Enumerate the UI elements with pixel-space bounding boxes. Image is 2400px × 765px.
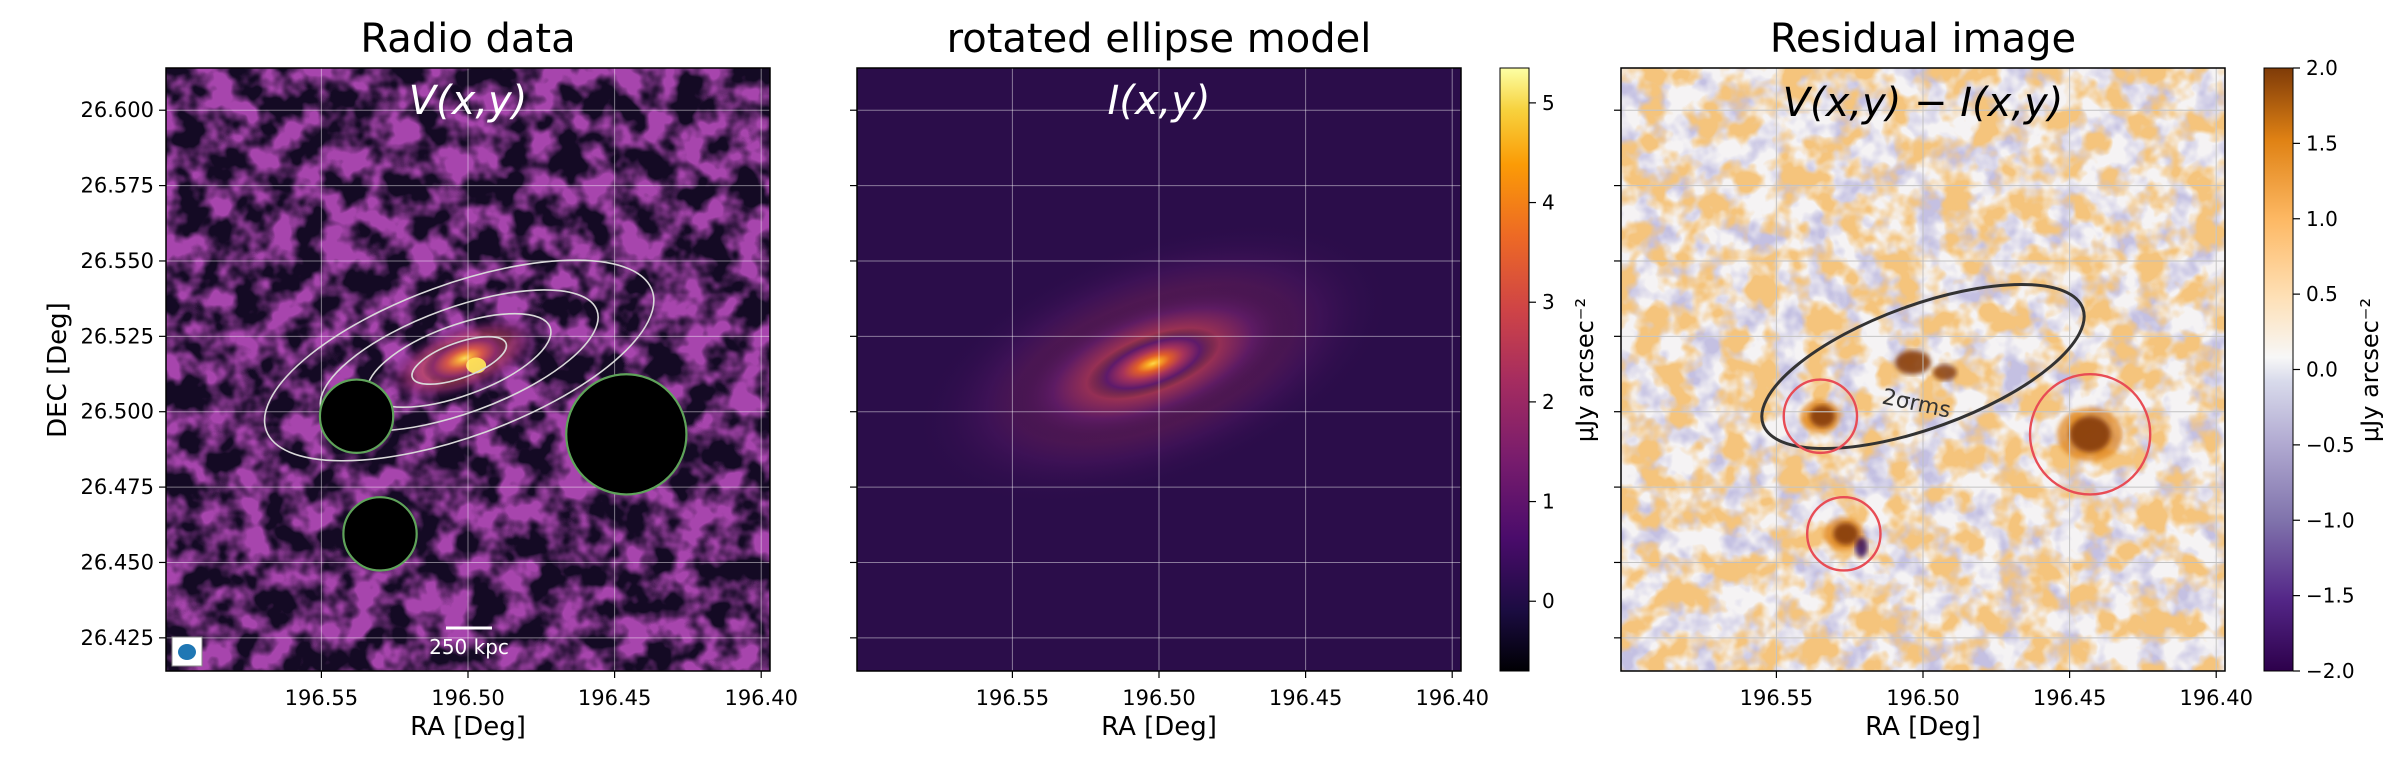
x-tick-label: 196.40 bbox=[724, 686, 797, 710]
y-axis: 26.425 26.450 26.475 26.500 26.525 26.550 26.5… bbox=[81, 98, 166, 650]
panel-annotation: V(x,y) − I(x,y) bbox=[1783, 80, 2064, 126]
residual-negative bbox=[1855, 537, 1868, 558]
model-panel: rotated ellipse model I(x,y) 196.55 196.5… bbox=[850, 16, 1599, 742]
x-tick-label: 196.45 bbox=[578, 686, 651, 710]
panel-annotation: V(x,y) bbox=[409, 78, 528, 124]
contour-ellipse bbox=[1760, 282, 2086, 451]
mask-circle bbox=[318, 378, 395, 454]
x-tick-label: 196.40 bbox=[1415, 686, 1488, 710]
colorbar-tick-label: 0.5 bbox=[2306, 282, 2338, 306]
residual-core bbox=[1833, 522, 1859, 545]
x-tick-label: 196.55 bbox=[976, 686, 1049, 710]
grid bbox=[1621, 68, 2225, 671]
source-peak bbox=[466, 357, 487, 374]
colorbar-tick-label: 2.0 bbox=[2306, 56, 2338, 80]
colorbar-ticks: 0 1 2 3 4 5 bbox=[1529, 91, 1555, 613]
colorbar-tick-label: 3 bbox=[1542, 290, 1555, 314]
y-tick-label: 26.450 bbox=[81, 550, 154, 574]
y-tick-label: 26.575 bbox=[81, 174, 154, 198]
x-axis-label: RA [Deg] bbox=[1101, 712, 1217, 742]
y-tick-label: 26.425 bbox=[81, 626, 154, 650]
colorbar-tick-label: −1.5 bbox=[2306, 584, 2355, 608]
residual-circle bbox=[2028, 373, 2152, 496]
residual-circle bbox=[1805, 495, 1882, 572]
colorbar-tick-label: −2.0 bbox=[2306, 659, 2355, 683]
x-tick-label: 196.40 bbox=[2179, 686, 2252, 710]
colorbar-tick-label: 4 bbox=[1542, 191, 1555, 215]
residual-core bbox=[2069, 416, 2111, 453]
panel-annotation-text: V(x,y) bbox=[409, 78, 528, 124]
x-tick-label: 196.55 bbox=[1740, 686, 1813, 710]
x-tick-label: 196.50 bbox=[431, 686, 504, 710]
panel-title: rotated ellipse model bbox=[947, 16, 1372, 62]
y-tick-label: 26.525 bbox=[81, 324, 154, 348]
colorbar-tick-label: 2 bbox=[1542, 390, 1555, 414]
colorbar-ticks: −2.0 −1.5 −1.0 −0.5 0.0 0.5 1.0 1.5 2.0 bbox=[2293, 56, 2355, 683]
y-axis-ticks bbox=[1614, 109, 1621, 639]
y-tick-label: 26.475 bbox=[81, 475, 154, 499]
panel-annotation: I(x,y) bbox=[1107, 78, 1210, 124]
colorbar bbox=[1499, 67, 1530, 672]
model-core bbox=[1086, 327, 1220, 400]
x-tick-label: 196.45 bbox=[2033, 686, 2106, 710]
contour-ellipse bbox=[411, 335, 508, 386]
x-axis-label: RA [Deg] bbox=[1865, 712, 1981, 742]
residual-core bbox=[1809, 405, 1835, 428]
panel-title: Residual image bbox=[1770, 16, 2076, 62]
x-axis: 196.55 196.50 196.45 196.40 bbox=[285, 671, 798, 710]
radio-data-image: 250 kpc V(x,y) bbox=[166, 68, 770, 671]
colorbar-tick-label: 1.0 bbox=[2306, 207, 2338, 231]
mask-circle bbox=[565, 373, 688, 496]
masked-sources bbox=[318, 373, 688, 572]
residual-blob bbox=[1895, 350, 1931, 375]
colorbar-label: μJy arcsec⁻² bbox=[2356, 298, 2384, 442]
colorbar bbox=[2263, 67, 2294, 672]
scale-bar-label: 250 kpc bbox=[429, 635, 509, 659]
y-tick-label: 26.500 bbox=[81, 400, 154, 424]
grid bbox=[857, 68, 1461, 671]
residual-circle bbox=[1782, 378, 1859, 455]
x-tick-label: 196.55 bbox=[285, 686, 358, 710]
residual-image: 2σrms V(x,y) − I(x,y) bbox=[1621, 68, 2225, 671]
residual-panel: Residual image 2σrms V(x,y) − I(x,y) 196… bbox=[1614, 16, 2384, 742]
y-axis-label: DEC [Deg] bbox=[43, 302, 73, 438]
residual-blob bbox=[1933, 364, 1957, 381]
contour-ellipse bbox=[263, 259, 655, 462]
source-core bbox=[422, 334, 507, 383]
y-tick-label: 26.550 bbox=[81, 249, 154, 273]
x-tick-label: 196.50 bbox=[1886, 686, 1959, 710]
x-axis: 196.55 196.50 196.45 196.40 bbox=[1740, 671, 2253, 710]
x-tick-label: 196.45 bbox=[1269, 686, 1342, 710]
y-axis-ticks bbox=[850, 109, 857, 639]
model-image: I(x,y) bbox=[857, 68, 1461, 671]
colorbar-tick-label: −0.5 bbox=[2306, 433, 2355, 457]
x-axis-label: RA [Deg] bbox=[410, 712, 526, 742]
x-tick-label: 196.50 bbox=[1122, 686, 1195, 710]
y-tick-label: 26.600 bbox=[81, 98, 154, 122]
mask-circle bbox=[342, 496, 418, 572]
panel-annotation-text: I(x,y) bbox=[1107, 78, 1210, 124]
residual-sources bbox=[1800, 350, 2124, 558]
radio-data-panel: Radio data 250 kpc V(x,y) 196.55 196.50 19… bbox=[43, 16, 798, 742]
colorbar-tick-label: −1.0 bbox=[2306, 508, 2355, 532]
beam-ellipse bbox=[178, 644, 196, 660]
panel-title: Radio data bbox=[360, 16, 575, 62]
panel-annotation-text: V(x,y) − I(x,y) bbox=[1783, 80, 2064, 126]
colorbar-tick-label: 1 bbox=[1542, 490, 1555, 514]
x-axis: 196.55 196.50 196.45 196.40 bbox=[976, 671, 1489, 710]
colorbar-tick-label: 0 bbox=[1542, 589, 1555, 613]
colorbar-label: μJy arcsec⁻² bbox=[1571, 298, 1599, 442]
residual-circles bbox=[1782, 373, 2152, 572]
colorbar-tick-label: 5 bbox=[1542, 91, 1555, 115]
colorbar-tick-label: 1.5 bbox=[2306, 131, 2338, 155]
colorbar-tick-label: 0.0 bbox=[2306, 358, 2338, 382]
